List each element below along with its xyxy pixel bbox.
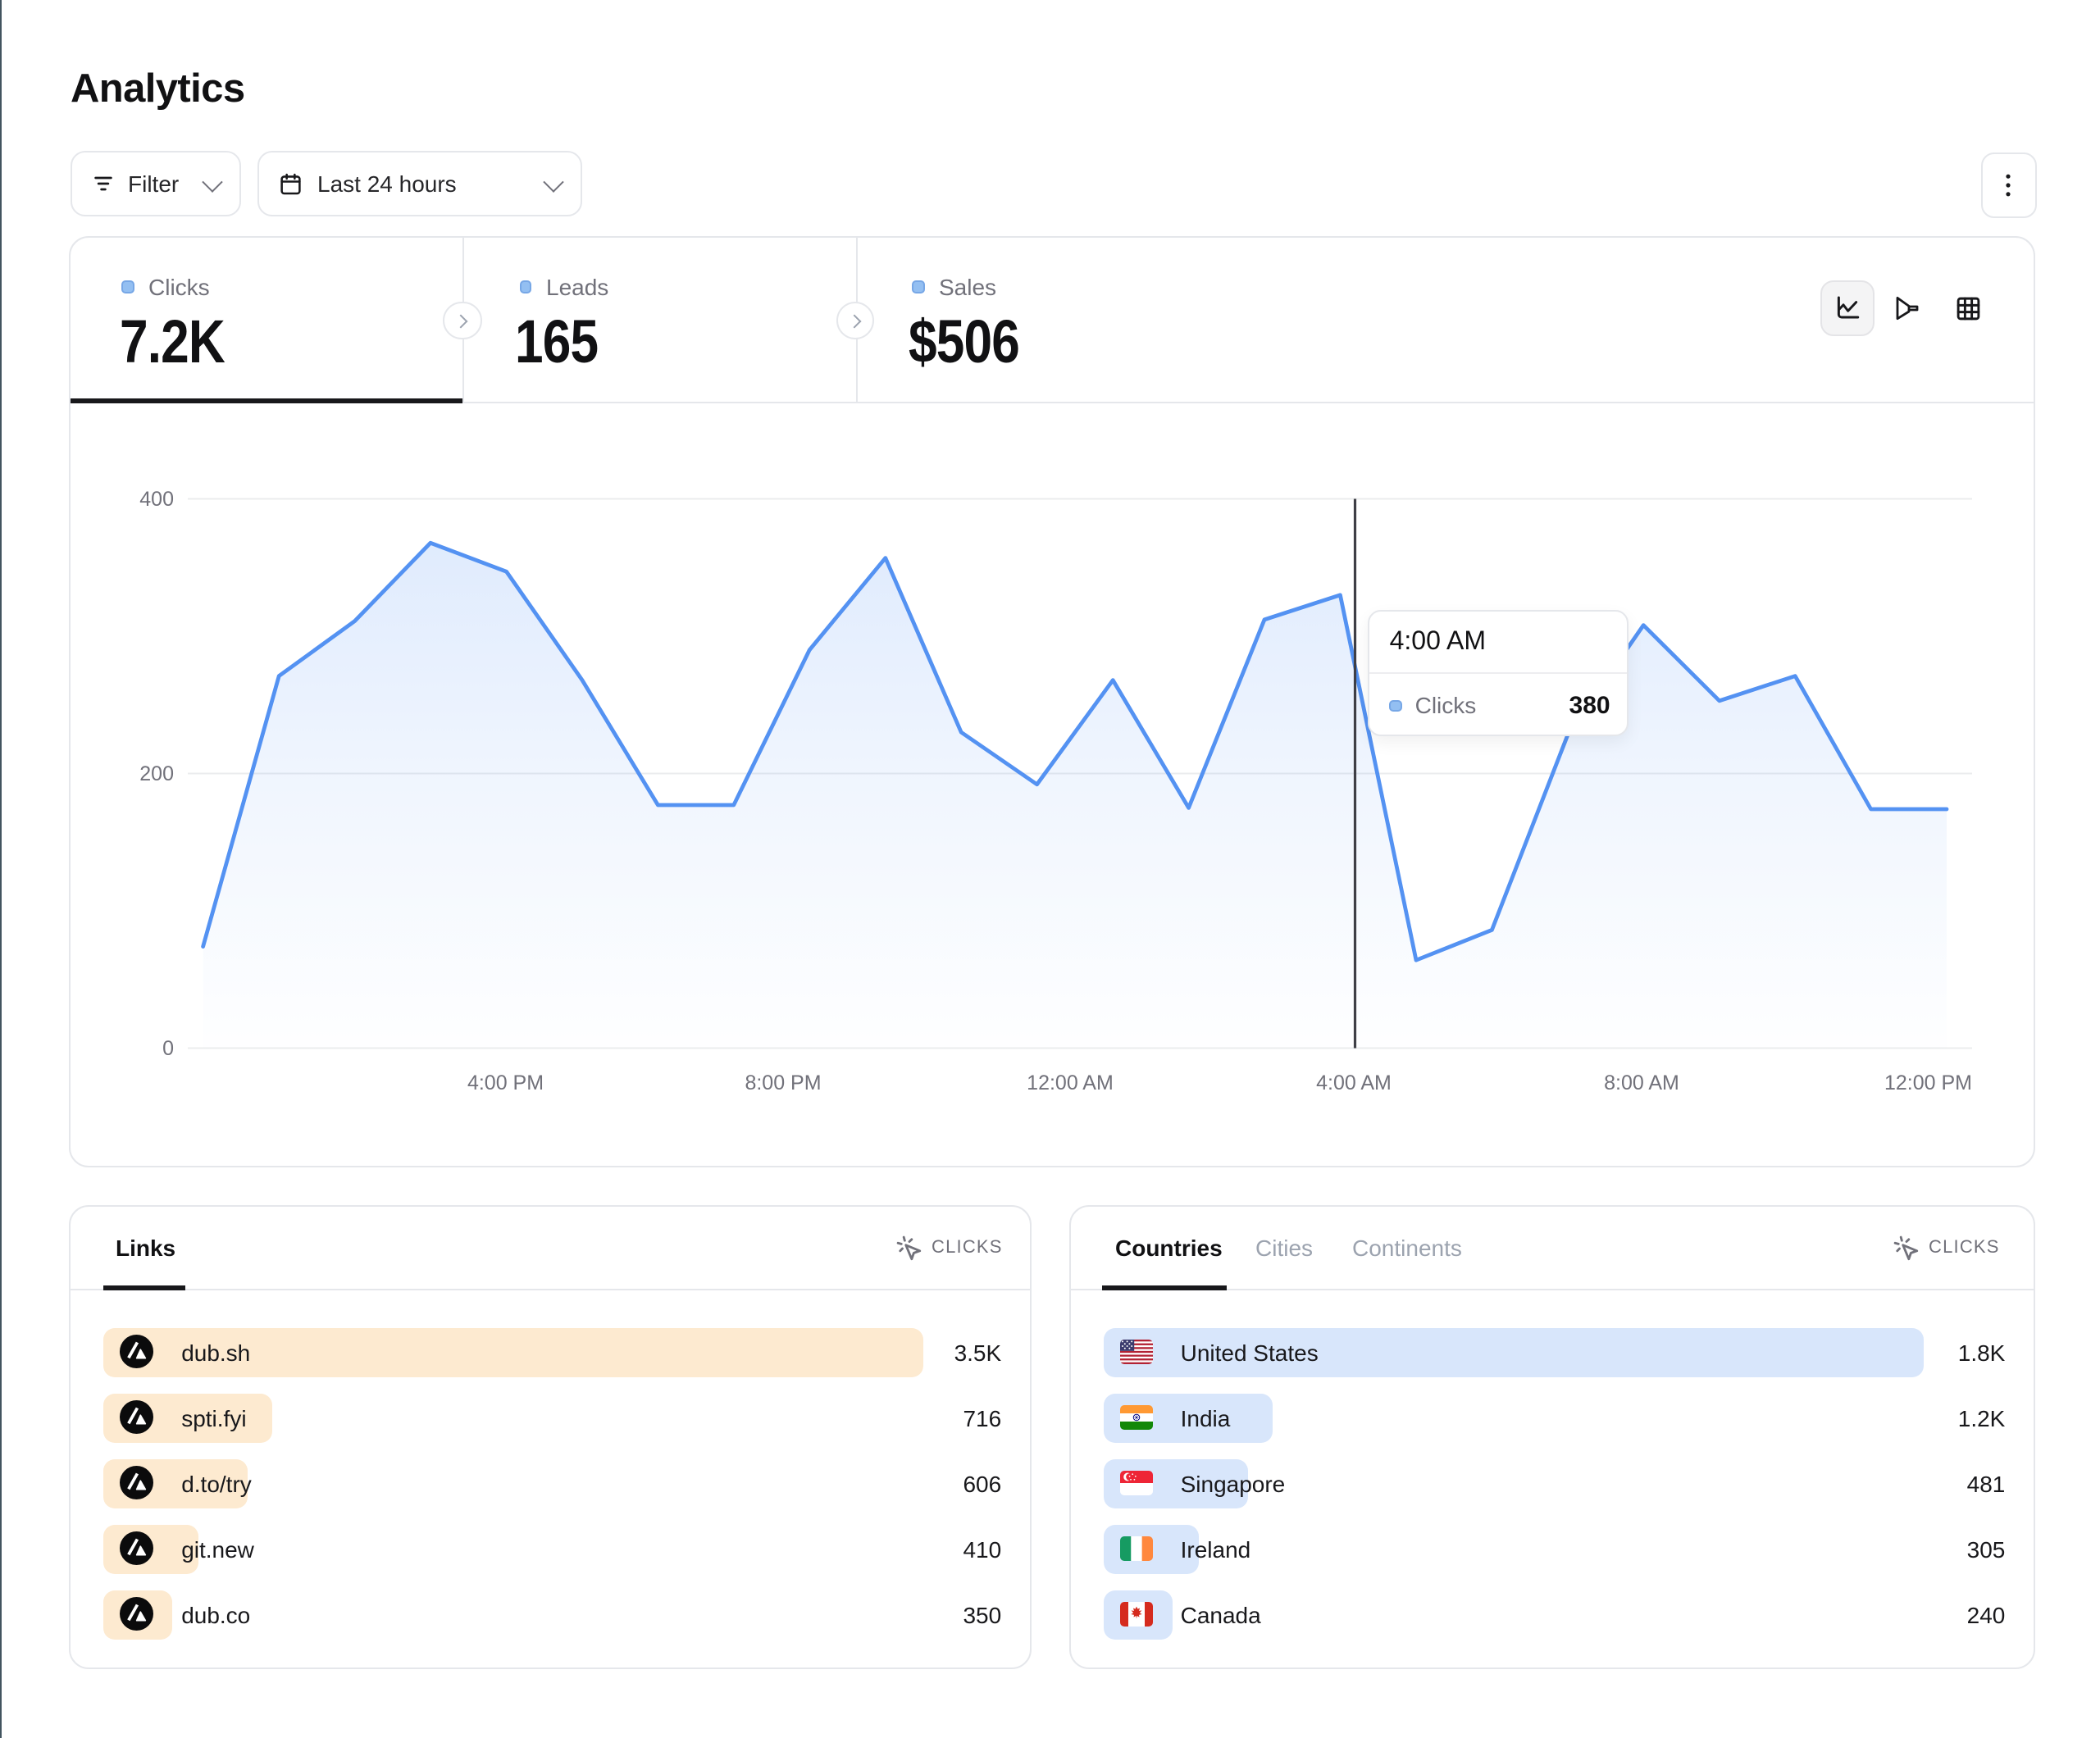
svg-text:12:00 PM: 12:00 PM [1884,1071,1972,1094]
svg-text:200: 200 [139,762,174,785]
svg-text:12:00 AM: 12:00 AM [1027,1071,1114,1094]
svg-text:8:00 PM: 8:00 PM [745,1071,821,1094]
svg-text:4:00 AM: 4:00 AM [1316,1071,1392,1094]
svg-text:8:00 AM: 8:00 AM [1604,1071,1679,1094]
svg-text:4:00 PM: 4:00 PM [467,1071,544,1094]
svg-text:400: 400 [139,488,174,511]
svg-text:0: 0 [162,1037,174,1060]
